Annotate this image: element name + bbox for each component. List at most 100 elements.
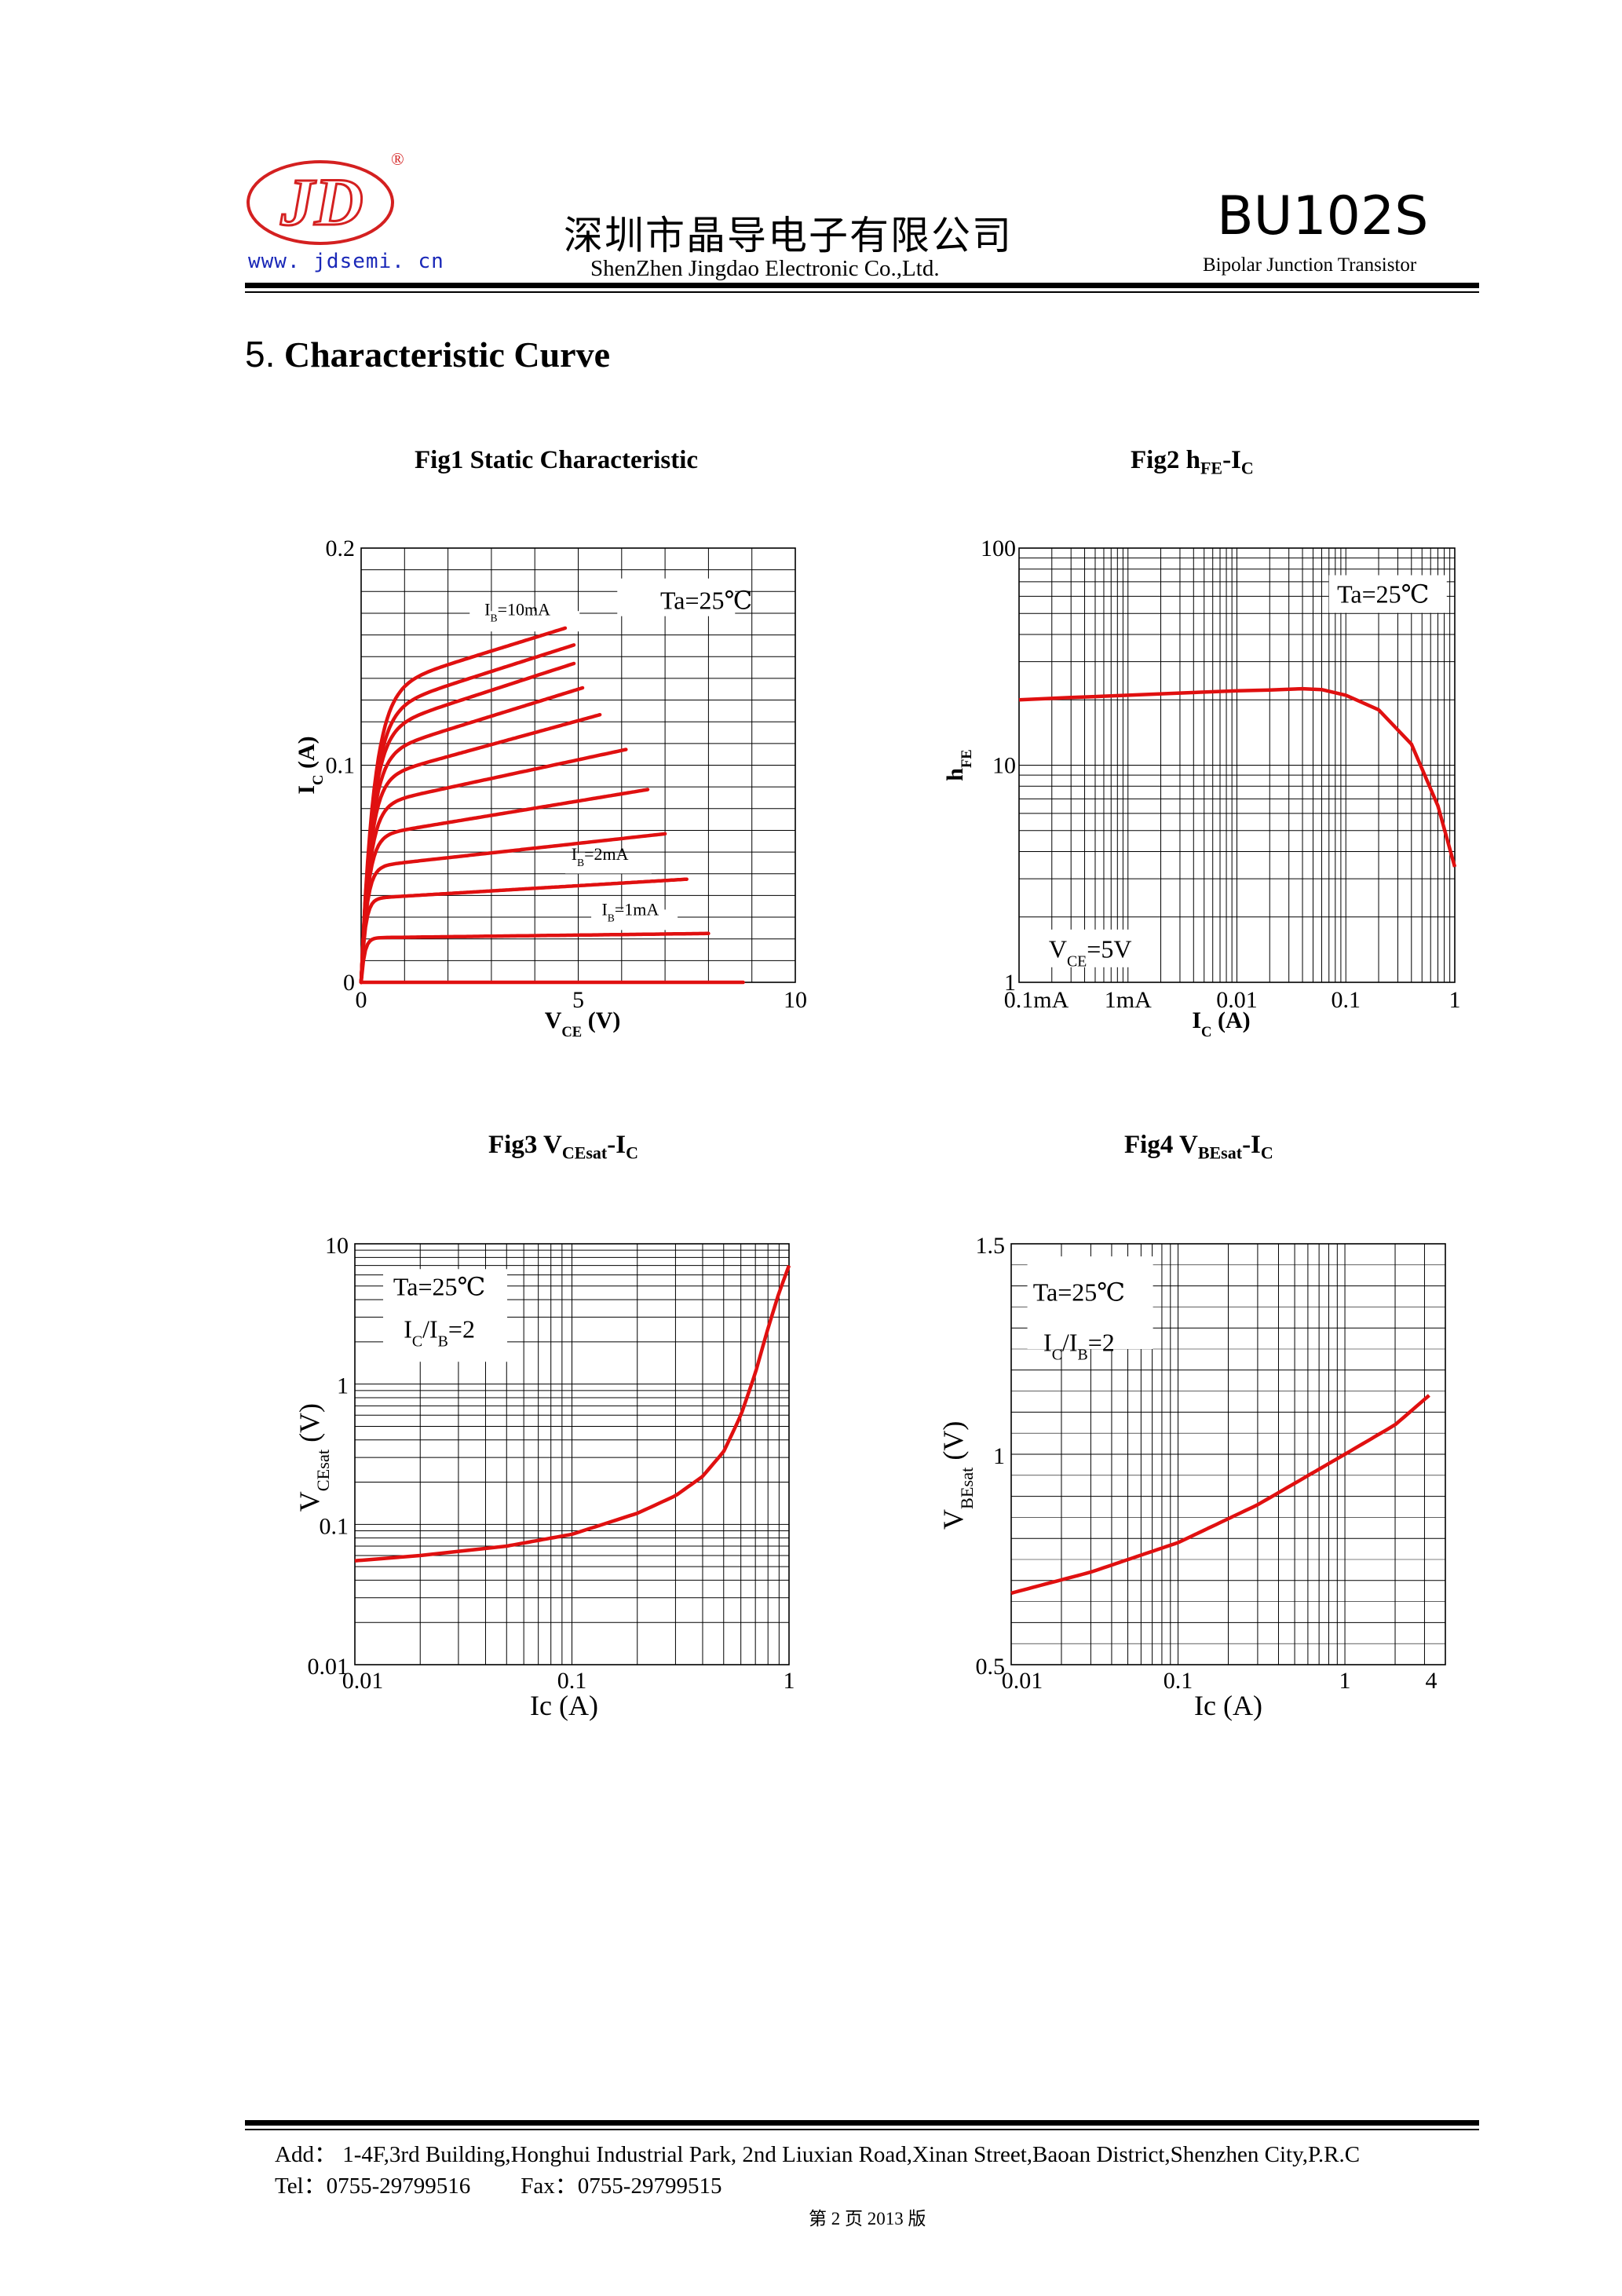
ann-sub: C — [412, 1333, 422, 1350]
ann-rest: =5V — [1087, 934, 1131, 963]
fig4-x-tick-label: 1 — [1339, 1668, 1351, 1694]
fig2-x-tick-label: 1 — [1449, 987, 1461, 1013]
section-number: 5. — [245, 334, 276, 375]
xlabel-sub: C — [1201, 1024, 1211, 1040]
ann-sub: C — [1052, 1347, 1062, 1364]
fig1-y-tick-label: 0.1 — [326, 753, 356, 779]
fig4-title-prefix: Fig4 V — [1124, 1131, 1198, 1159]
fig2-title-prefix: Fig2 h — [1131, 446, 1200, 474]
fig4-x-tick-label: 4 — [1426, 1668, 1438, 1694]
fig1-curve-ib-1ma — [359, 931, 711, 985]
fig1-curve-ib-5ma — [359, 748, 628, 985]
fig3-y-tick-label: 1 — [337, 1373, 349, 1399]
footer-fax: Fax：0755-29799515 — [521, 2174, 722, 2199]
company-name-cn: 深圳市晶导电子有限公司 — [564, 213, 1013, 258]
fig1-label-bg — [591, 909, 678, 930]
fig4-title: Fig4 VBEsat-IC — [1124, 1131, 1273, 1164]
fig3-title-sub: CEsat — [561, 1143, 608, 1163]
fig4-title-suffix: -I — [1242, 1131, 1261, 1159]
ylabel-main: V — [937, 1509, 969, 1530]
fig3-x-tick-label: 0.1 — [557, 1668, 587, 1694]
fig1-curve-ib-7ma — [359, 686, 585, 985]
fig4-y-tick-label: 1 — [993, 1443, 1005, 1469]
ylabel-sub: FE — [959, 749, 975, 768]
fig4-y-tick-label: 0.5 — [976, 1654, 1006, 1680]
fig1-y-axis-label: IC (A) — [294, 736, 327, 794]
company-name-en: ShenZhen Jingdao Electronic Co.,Ltd. — [590, 256, 940, 281]
fig3-plot-frame — [354, 1243, 790, 1665]
fig1-curve-ib-8ma — [359, 661, 576, 985]
fig4-vbesat-ic-chart: Ta=25℃ IC/IB=2 0.01 0.1 1 4 0.5 1 1.5 Ic (A) VBEsa… — [937, 1233, 1446, 1721]
fig2-x-tick-label: 0.1mA — [1004, 987, 1069, 1013]
ylabel-main: I — [294, 785, 320, 795]
ylabel-main: V — [294, 1491, 325, 1512]
fig3-title-sub2: C — [626, 1143, 638, 1163]
ylabel-main: h — [942, 768, 968, 781]
fig3-annotation-ratio: IC/IB=2 — [404, 1314, 475, 1350]
xlabel-unit: (V) — [582, 1007, 620, 1033]
fig3-annotation-bg — [383, 1269, 508, 1362]
curve-label-rest: =2mA — [584, 844, 629, 864]
fig3-y-tick-label: 10 — [325, 1233, 349, 1259]
ylabel-unit: (A) — [294, 736, 320, 774]
footer-contact: Tel：0755-29799516 Fax：0755-29799515 — [275, 2167, 721, 2200]
logo-text: JD — [279, 164, 363, 239]
footer-rule-thin — [245, 2129, 1479, 2130]
page-number: 第 2 页 2013 版 — [809, 2209, 926, 2228]
fig1-curve-label: IB=2mA — [572, 844, 629, 868]
ann-sub2: B — [1077, 1347, 1087, 1364]
curve-label-main: I — [601, 899, 607, 919]
fig2-y-tick-label: 1 — [1004, 970, 1016, 996]
fig1-label-bg — [564, 853, 652, 874]
ylabel-sub: CEsat — [313, 1449, 333, 1491]
ann-mid: /I — [422, 1314, 438, 1343]
fig1-curve-ib-4ma — [359, 788, 650, 985]
fig1-curve-ib-3ma — [359, 832, 667, 985]
fig3-vcesat-curve — [354, 1264, 791, 1563]
fig4-plot-frame — [1010, 1243, 1446, 1665]
curve-label-sub: B — [608, 912, 615, 923]
curve-label-main: I — [572, 844, 577, 864]
fig1-x-axis-label: VCE (V) — [545, 1007, 621, 1040]
footer-rule-thick — [245, 2120, 1479, 2126]
fig2-annotation-temp: Ta=25℃ — [1337, 580, 1429, 609]
fig4-x-axis-label: Ic (A) — [1194, 1690, 1262, 1721]
fig3-vcesat-ic-chart: Ta=25℃ IC/IB=2 0.01 0.1 1 0.01 0.1 1 10 Ic (A) VCE… — [294, 1233, 795, 1721]
fig3-x-tick-label: 1 — [784, 1668, 795, 1694]
fig3-title-prefix: Fig3 V — [488, 1131, 562, 1159]
header-rule-thick — [245, 283, 1479, 288]
fig1-curve-ib-6ma — [359, 712, 602, 985]
ann-sub2: B — [438, 1333, 448, 1350]
fig1-annotation-bg — [617, 578, 736, 616]
fig4-x-tick-label: 0.01 — [1002, 1668, 1043, 1694]
fig1-curve-ib-2ma — [359, 877, 689, 985]
xlabel-unit: (A) — [1211, 1007, 1250, 1033]
registered-mark: ® — [391, 149, 404, 169]
ann-mid: /I — [1062, 1329, 1078, 1357]
fig1-x-tick-label: 10 — [784, 987, 807, 1013]
fig3-title: Fig3 VCEsat-IC — [488, 1131, 638, 1164]
fig2-x-axis-label: IC (A) — [1192, 1007, 1250, 1040]
fig1-annotation-temp: Ta=25℃ — [660, 586, 752, 614]
ylabel-unit: (V) — [294, 1403, 325, 1450]
fig2-x-tick-label: 1mA — [1105, 987, 1152, 1013]
xlabel-main: I — [1192, 1007, 1201, 1033]
fig2-x-tick-label: 0.01 — [1216, 987, 1258, 1013]
fig3-y-axis-label: VCEsat (V) — [294, 1403, 333, 1512]
fig2-title-suffix: -I — [1222, 446, 1241, 474]
fig2-y-tick-label: 100 — [981, 536, 1016, 561]
curve-label-rest: =1mA — [615, 899, 659, 919]
fig1-y-tick-label: 0.2 — [326, 536, 356, 561]
website-link[interactable]: www. jdsemi. cn — [248, 250, 444, 273]
fig3-annotation-temp: Ta=25℃ — [393, 1272, 485, 1300]
fig2-plot-frame — [1018, 547, 1456, 983]
fig2-title: Fig2 hFE-IC — [1131, 446, 1254, 479]
fig1-curve-ib-10ma — [359, 626, 568, 985]
fig1-curve-label: IB=10mA — [484, 600, 550, 624]
fig4-vbesat-curve — [1010, 1394, 1430, 1596]
header-rule-thin — [245, 291, 1479, 293]
fig4-annotation-temp: Ta=25℃ — [1033, 1278, 1125, 1306]
fig3-y-tick-label: 0.01 — [308, 1654, 349, 1680]
fig4-annotation-bg — [1027, 1256, 1153, 1350]
fig2-y-axis-label: hFE — [942, 749, 975, 781]
